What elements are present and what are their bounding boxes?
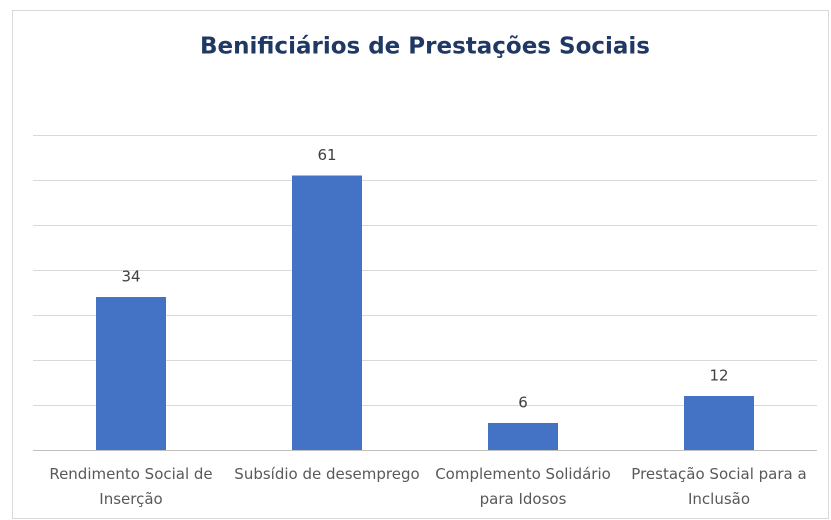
x-tick-label: Prestação Social para a Inclusão: [631, 465, 807, 508]
bar: [488, 423, 558, 450]
chart-title: Benificiários de Prestações Sociais: [200, 34, 650, 60]
bar: [96, 297, 166, 450]
data-label: 12: [709, 367, 728, 385]
bar: [292, 175, 362, 450]
bar: [684, 396, 754, 450]
x-tick-label: Rendimento Social de Inserção: [49, 465, 213, 508]
x-tick-label: Subsídio de desemprego: [234, 465, 420, 483]
data-label: 61: [317, 146, 336, 164]
x-tick-label: Complemento Solidário para Idosos: [435, 465, 611, 508]
data-label: 6: [518, 394, 528, 412]
data-label: 34: [121, 268, 140, 286]
